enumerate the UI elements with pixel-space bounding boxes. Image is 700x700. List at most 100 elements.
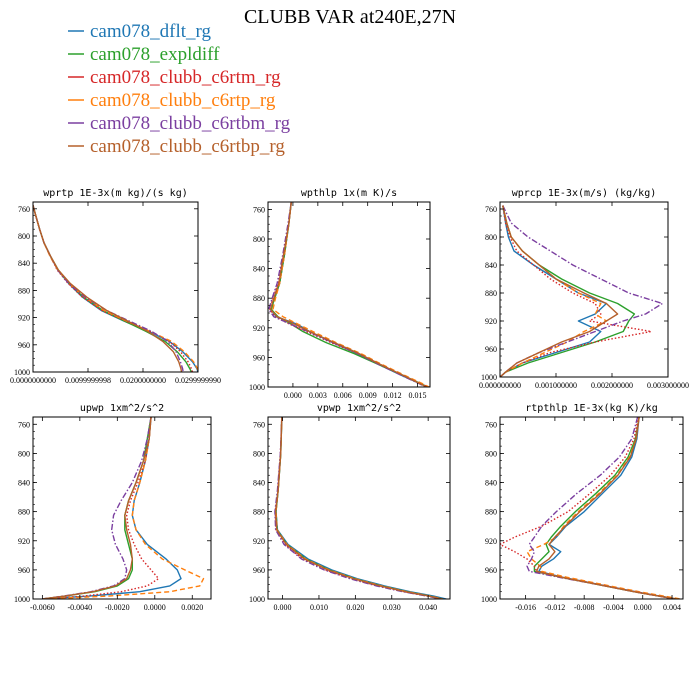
series-line: [535, 417, 676, 599]
x-tick-label: -0.016: [515, 603, 536, 612]
series-line: [268, 202, 429, 387]
y-tick-label: 880: [485, 508, 497, 517]
y-tick-label: 760: [485, 205, 497, 214]
x-tick-label: 0.009: [359, 391, 377, 400]
y-tick-label: 960: [18, 341, 30, 350]
y-tick-label: 840: [485, 479, 497, 488]
series-line: [42, 417, 160, 599]
y-tick-label: 760: [485, 420, 497, 429]
y-tick-label: 960: [253, 353, 265, 362]
panel-title: wprcp 1E-3x(m/s) (kg/kg): [512, 188, 657, 199]
y-tick-label: 840: [485, 261, 497, 270]
y-tick-label: 1000: [14, 595, 30, 604]
x-tick-label: 0.001000000: [535, 381, 577, 390]
x-tick-label: 0.030: [383, 603, 401, 612]
series-line: [33, 205, 198, 372]
plot-frame: [499, 201, 669, 378]
y-tick-label: 760: [253, 420, 265, 429]
plot-frame: [32, 201, 199, 373]
series-line: [269, 202, 428, 387]
y-tick-label: 960: [485, 566, 497, 575]
x-tick-label: 0.004: [663, 603, 681, 612]
x-tick-label: 0.010: [310, 603, 328, 612]
panel-title: rtpthlp 1E-3x(kg K)/kg: [525, 403, 657, 414]
panel: wprtp 1E-3x(m kg)/(s kg) 760 800 840 880 920 9…: [10, 188, 221, 385]
series-line: [500, 205, 608, 377]
y-tick-label: 760: [18, 420, 30, 429]
panel: upwp 1xm^2/s^27608008408809209601000-0.0…: [14, 403, 212, 612]
y-tick-label: 880: [253, 294, 265, 303]
x-tick-label: 0.0000000000: [10, 376, 56, 385]
y-tick-label: 1000: [481, 595, 497, 604]
x-tick-label: 0.020: [346, 603, 364, 612]
x-tick-label: -0.008: [574, 603, 595, 612]
panels: wprtp 1E-3x(m kg)/(s kg) 760 800 840 880 920 9…: [10, 188, 689, 612]
x-tick-label: 0.0020: [181, 603, 203, 612]
panel-title: vpwp 1xm^2/s^2: [317, 403, 401, 414]
panel: rtpthlp 1E-3x(kg K)/kg 760 800 840 880 920 960…: [481, 403, 684, 612]
y-tick-label: 880: [18, 508, 30, 517]
y-tick-label: 840: [253, 265, 265, 274]
x-tick-label: 0.003: [309, 391, 327, 400]
x-tick-label: 0.012: [384, 391, 402, 400]
x-tick-label: 0.002000000: [591, 381, 633, 390]
y-tick-label: 920: [253, 324, 265, 333]
panel: wpthlp 1x(m K)/s 760 800 840 880 920 960 1000 0.…: [249, 188, 431, 400]
x-tick-label: 0.006: [334, 391, 352, 400]
series-line: [274, 417, 442, 599]
y-tick-label: 760: [18, 205, 30, 214]
y-tick-label: 880: [18, 286, 30, 295]
y-tick-label: 960: [18, 566, 30, 575]
x-tick-label: -0.0060: [30, 603, 55, 612]
legend: cam078_dflt_rgcam078_expldiffcam078_club…: [68, 21, 291, 157]
y-tick-label: 800: [18, 232, 30, 241]
series-line: [270, 202, 428, 387]
y-tick-label: 840: [253, 479, 265, 488]
x-tick-label: -0.0020: [105, 603, 130, 612]
series-line: [526, 417, 676, 599]
legend-entry: cam078_clubb_c6rtbp_rg: [90, 136, 285, 157]
x-tick-label: 0.0000: [144, 603, 166, 612]
series-line: [538, 417, 676, 599]
series-line: [500, 205, 619, 377]
panel: vpwp 1xm^2/s^2 760 800 840 880 920 960 1000 0.00…: [249, 403, 451, 612]
series-line: [42, 417, 182, 599]
series-line: [33, 205, 184, 372]
plot-frame: [499, 416, 684, 600]
y-tick-label: 840: [18, 259, 30, 268]
y-tick-label: 840: [18, 479, 30, 488]
x-tick-label: 0.040: [419, 603, 437, 612]
y-tick-label: 920: [253, 537, 265, 546]
y-tick-label: 920: [18, 314, 30, 323]
y-tick-label: 920: [485, 317, 497, 326]
y-tick-label: 1000: [14, 368, 30, 377]
series-line: [33, 205, 198, 372]
y-tick-label: 960: [485, 345, 497, 354]
series-line: [42, 417, 152, 599]
legend-entry: cam078_clubb_c6rtbm_rg: [90, 113, 291, 134]
legend-entry: cam078_clubb_c6rtp_rg: [90, 90, 276, 111]
panel-title: wprtp 1E-3x(m kg)/(s kg): [43, 188, 188, 199]
y-tick-label: 800: [253, 235, 265, 244]
series-line: [42, 417, 152, 599]
x-tick-label: 0.000: [274, 603, 292, 612]
y-tick-label: 920: [485, 537, 497, 546]
legend-entry: cam078_dflt_rg: [90, 21, 212, 42]
y-tick-label: 920: [18, 537, 30, 546]
y-tick-label: 800: [253, 449, 265, 458]
series-line: [533, 417, 676, 599]
y-tick-label: 960: [253, 566, 265, 575]
series-line: [275, 417, 443, 599]
series-line: [275, 417, 447, 599]
x-tick-label: 0.003000000: [647, 381, 689, 390]
series-line: [274, 417, 443, 599]
series-line: [272, 202, 430, 387]
x-tick-label: -0.012: [545, 603, 566, 612]
panel-title: upwp 1xm^2/s^2: [80, 403, 164, 414]
x-tick-label: 0.0200000000: [120, 376, 166, 385]
x-tick-label: 0.000: [284, 391, 302, 400]
legend-entry: cam078_clubb_c6rtm_rg: [90, 67, 281, 88]
x-tick-label: -0.004: [603, 603, 624, 612]
x-tick-label: 0.0299999990: [175, 376, 221, 385]
